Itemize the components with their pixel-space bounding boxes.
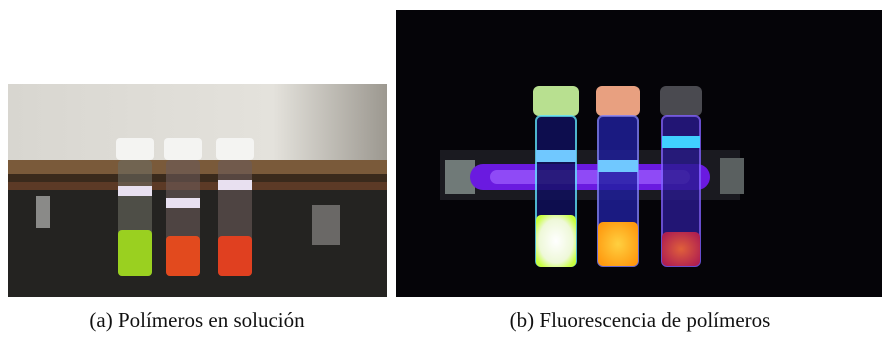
caption-a: (a) Polímeros en solución	[89, 308, 304, 333]
figure: (a) Polímeros en solución (b) Fluorescen…	[0, 0, 891, 340]
caption-b: (b) Fluorescencia de polímeros	[510, 308, 771, 333]
photo-a	[8, 84, 387, 297]
caption-text: Fluorescencia de polímeros	[539, 308, 770, 332]
caption-label: (a)	[89, 308, 112, 332]
photo-b	[396, 10, 882, 297]
caption-label: (b)	[510, 308, 535, 332]
photos	[0, 0, 891, 300]
caption-text: Polímeros en solución	[118, 308, 305, 332]
